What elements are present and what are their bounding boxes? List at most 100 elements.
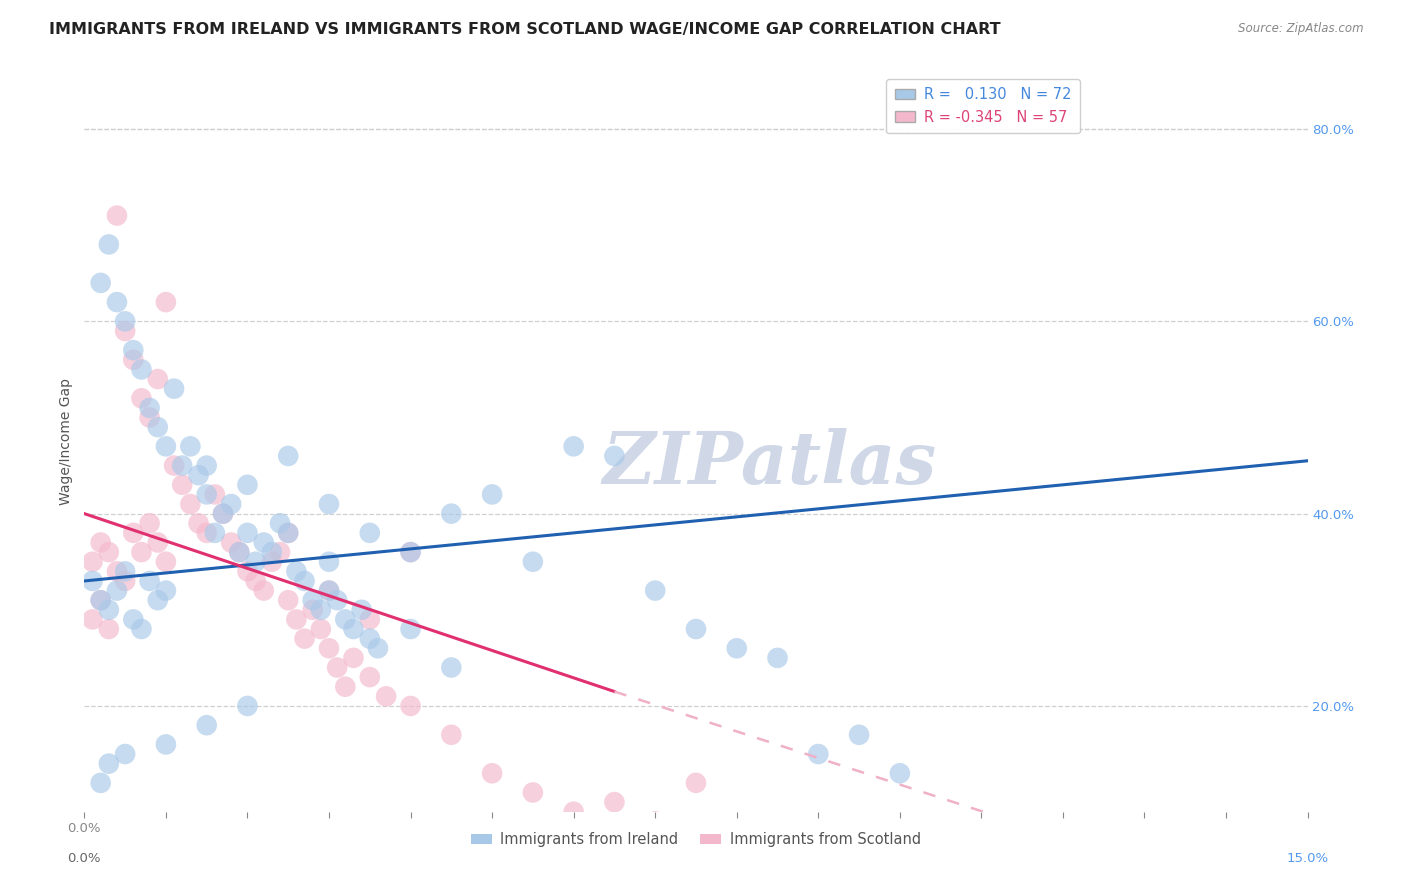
Point — [277, 525, 299, 540]
Point — [172, 458, 194, 473]
Point — [253, 583, 276, 598]
Point — [309, 622, 332, 636]
Point — [277, 449, 299, 463]
Point — [228, 545, 250, 559]
Point — [399, 545, 422, 559]
Point — [155, 439, 177, 453]
Point — [97, 237, 120, 252]
Text: 15.0%: 15.0% — [1286, 853, 1329, 865]
Point — [236, 565, 259, 579]
Point — [294, 574, 316, 588]
Point — [359, 670, 381, 684]
Point — [82, 612, 104, 626]
Point — [359, 612, 381, 626]
Point — [335, 680, 357, 694]
Point — [522, 555, 544, 569]
Point — [236, 698, 259, 713]
Point — [236, 525, 259, 540]
Point — [399, 622, 422, 636]
Point — [179, 497, 201, 511]
Point — [318, 583, 340, 598]
Point — [146, 535, 169, 549]
Point — [155, 583, 177, 598]
Point — [481, 487, 503, 501]
Point — [848, 728, 870, 742]
Point — [301, 603, 323, 617]
Point — [212, 507, 235, 521]
Point — [122, 343, 145, 358]
Point — [219, 497, 242, 511]
Point — [187, 516, 209, 531]
Text: IMMIGRANTS FROM IRELAND VS IMMIGRANTS FROM SCOTLAND WAGE/INCOME GAP CORRELATION : IMMIGRANTS FROM IRELAND VS IMMIGRANTS FR… — [49, 22, 1001, 37]
Point — [122, 352, 145, 367]
Point — [90, 776, 112, 790]
Point — [131, 622, 153, 636]
Point — [236, 478, 259, 492]
Point — [277, 525, 299, 540]
Point — [82, 574, 104, 588]
Point — [90, 593, 112, 607]
Point — [131, 391, 153, 405]
Point — [122, 525, 145, 540]
Point — [105, 295, 128, 310]
Point — [481, 766, 503, 780]
Point — [90, 593, 112, 607]
Point — [253, 535, 276, 549]
Point — [350, 603, 373, 617]
Point — [114, 314, 136, 328]
Point — [277, 593, 299, 607]
Point — [326, 660, 349, 674]
Point — [155, 295, 177, 310]
Point — [309, 603, 332, 617]
Point — [318, 641, 340, 656]
Point — [204, 487, 226, 501]
Point — [335, 612, 357, 626]
Point — [90, 535, 112, 549]
Point — [399, 698, 422, 713]
Point — [359, 632, 381, 646]
Legend: Immigrants from Ireland, Immigrants from Scotland: Immigrants from Ireland, Immigrants from… — [465, 826, 927, 853]
Point — [342, 651, 364, 665]
Point — [90, 276, 112, 290]
Point — [245, 555, 267, 569]
Point — [294, 632, 316, 646]
Point — [138, 516, 160, 531]
Point — [269, 545, 291, 559]
Point — [603, 795, 626, 809]
Point — [163, 382, 186, 396]
Point — [399, 545, 422, 559]
Point — [146, 593, 169, 607]
Point — [318, 497, 340, 511]
Point — [562, 805, 585, 819]
Point — [204, 525, 226, 540]
Point — [114, 747, 136, 761]
Point — [562, 439, 585, 453]
Point — [285, 565, 308, 579]
Point — [603, 449, 626, 463]
Point — [766, 651, 789, 665]
Point — [807, 747, 830, 761]
Point — [245, 574, 267, 588]
Point — [97, 756, 120, 771]
Point — [114, 574, 136, 588]
Point — [131, 545, 153, 559]
Point — [522, 785, 544, 799]
Point — [219, 535, 242, 549]
Point — [195, 458, 218, 473]
Point — [375, 690, 398, 704]
Point — [440, 660, 463, 674]
Point — [105, 583, 128, 598]
Point — [644, 814, 666, 829]
Point — [179, 439, 201, 453]
Point — [212, 507, 235, 521]
Point — [187, 468, 209, 483]
Point — [260, 555, 283, 569]
Point — [138, 574, 160, 588]
Point — [285, 612, 308, 626]
Point — [114, 324, 136, 338]
Point — [301, 593, 323, 607]
Point — [114, 565, 136, 579]
Point — [155, 738, 177, 752]
Point — [318, 583, 340, 598]
Point — [163, 458, 186, 473]
